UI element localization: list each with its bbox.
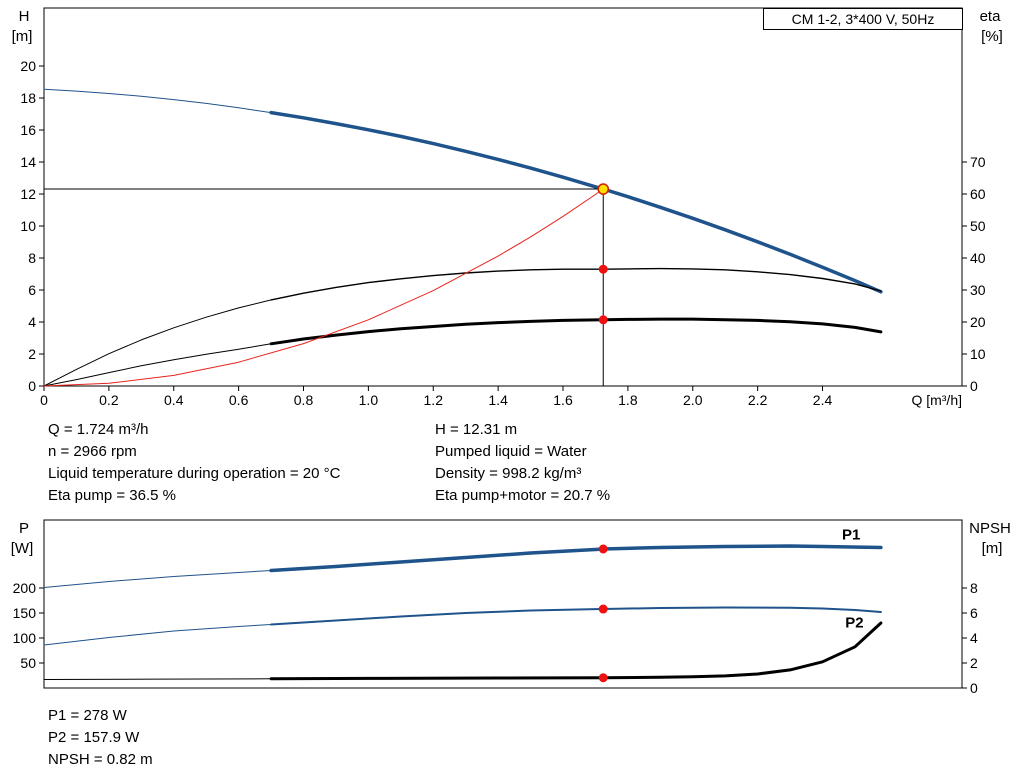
left-tick-label: 12 bbox=[20, 186, 36, 202]
operating-point-dot bbox=[598, 673, 608, 683]
x-tick-label: 1.6 bbox=[553, 392, 573, 408]
npsh-lead-curve bbox=[43, 678, 272, 680]
right-axis-title: NPSH bbox=[969, 520, 1011, 537]
right-tick-label: 30 bbox=[970, 282, 986, 298]
left-tick-label: 100 bbox=[13, 630, 37, 646]
left-tick-label: 0 bbox=[28, 378, 36, 394]
right-tick-label: 0 bbox=[970, 680, 978, 696]
duty-info-left-column: Q = 1.724 m³/h n = 2966 rpm Liquid tempe… bbox=[48, 419, 435, 507]
operating-point-dot bbox=[598, 604, 608, 614]
pumped-liquid-text: Pumped liquid = Water bbox=[435, 443, 587, 460]
right-tick-label: 60 bbox=[970, 186, 986, 202]
right-axis-title: eta bbox=[980, 8, 1002, 25]
left-tick-label: 150 bbox=[13, 605, 37, 621]
curve-label-p1: P1 bbox=[842, 527, 860, 544]
operating-point-dot bbox=[598, 315, 608, 325]
right-tick-label: 20 bbox=[970, 314, 986, 330]
right-tick-label: 70 bbox=[970, 154, 986, 170]
eta-pump-curve bbox=[270, 267, 882, 301]
x-tick-label: 0.6 bbox=[229, 392, 249, 408]
x-tick-label: 1.2 bbox=[424, 392, 444, 408]
npsh-value-text: NPSH = 0.82 m bbox=[48, 751, 153, 768]
power-info-block: P1 = 278 W P2 = 157.9 W NPSH = 0.82 m bbox=[48, 705, 153, 771]
power-npsh-chart-frame bbox=[43, 519, 963, 689]
left-tick-label: 6 bbox=[28, 282, 36, 298]
right-tick-label: 50 bbox=[970, 218, 986, 234]
duty-head-text: H = 12.31 m bbox=[435, 421, 518, 438]
x-tick-label: 0.8 bbox=[294, 392, 314, 408]
operating-point-dot bbox=[598, 544, 608, 554]
curve-label-p2: P2 bbox=[845, 615, 863, 632]
eta-pump-motor-lead-curve bbox=[43, 343, 272, 387]
x-tick-label: 2.0 bbox=[683, 392, 703, 408]
x-tick-label: 1.8 bbox=[618, 392, 638, 408]
right-tick-label: 0 bbox=[970, 378, 978, 394]
left-tick-label: 2 bbox=[28, 346, 36, 362]
left-axis-title: H bbox=[19, 8, 30, 25]
left-tick-label: 14 bbox=[20, 154, 36, 170]
p1-lead-curve bbox=[43, 570, 272, 588]
p2-lead-curve bbox=[43, 624, 272, 646]
duty-flow-text: Q = 1.724 m³/h bbox=[48, 421, 149, 438]
right-tick-label: 2 bbox=[970, 655, 978, 671]
left-tick-label: 16 bbox=[20, 122, 36, 138]
hq-curve-lead-curve bbox=[43, 88, 272, 114]
duty-info-block: Q = 1.724 m³/h n = 2966 rpm Liquid tempe… bbox=[48, 419, 978, 507]
x-tick-label: 0.4 bbox=[164, 392, 184, 408]
qh-eta-chart-frame bbox=[43, 7, 963, 387]
left-tick-label: 10 bbox=[20, 218, 36, 234]
left-tick-label: 18 bbox=[20, 90, 36, 106]
right-axis-unit: [m] bbox=[982, 540, 1003, 557]
x-tick-label: 0.2 bbox=[99, 392, 119, 408]
eta-pump-motor-text: Eta pump+motor = 20.7 % bbox=[435, 487, 611, 504]
x-tick-label: 1.0 bbox=[359, 392, 379, 408]
left-tick-label: 200 bbox=[13, 580, 37, 596]
right-axis-unit: [%] bbox=[981, 28, 1003, 45]
eta-pump-lead-curve bbox=[43, 299, 272, 387]
left-axis-unit: [m] bbox=[12, 28, 33, 45]
operating-point-dot bbox=[598, 264, 608, 274]
npsh-curve bbox=[269, 621, 883, 681]
left-tick-label: 20 bbox=[20, 58, 36, 74]
x-tick-label: 2.2 bbox=[748, 392, 768, 408]
density-text: Density = 998.2 kg/m³ bbox=[435, 465, 582, 482]
x-axis-label: Q [m³/h] bbox=[911, 392, 962, 408]
p2-value-text: P2 = 157.9 W bbox=[48, 729, 140, 746]
x-tick-label: 0 bbox=[40, 392, 48, 408]
left-tick-label: 50 bbox=[20, 655, 36, 671]
left-tick-label: 4 bbox=[28, 314, 36, 330]
right-tick-label: 6 bbox=[970, 605, 978, 621]
duty-point-marker[interactable] bbox=[597, 183, 609, 195]
right-tick-label: 4 bbox=[970, 630, 978, 646]
right-tick-label: 8 bbox=[970, 580, 978, 596]
duty-info-right-column: H = 12.31 m Pumped liquid = Water Densit… bbox=[435, 419, 978, 507]
left-tick-label: 8 bbox=[28, 250, 36, 266]
eta-pump-motor-curve bbox=[269, 317, 883, 346]
p2-curve bbox=[270, 606, 882, 626]
eta-pump-text: Eta pump = 36.5 % bbox=[48, 487, 176, 504]
right-tick-label: 40 bbox=[970, 250, 986, 266]
right-tick-label: 10 bbox=[970, 346, 986, 362]
duty-speed-text: n = 2966 rpm bbox=[48, 443, 137, 460]
liquid-temperature-text: Liquid temperature during operation = 20… bbox=[48, 465, 341, 482]
pump-model-badge: CM 1-2, 3*400 V, 50Hz bbox=[763, 8, 963, 30]
left-axis-unit: [W] bbox=[11, 540, 34, 557]
x-tick-label: 1.4 bbox=[488, 392, 508, 408]
p1-value-text: P1 = 278 W bbox=[48, 707, 127, 724]
hq-curve-curve bbox=[269, 110, 883, 294]
p1-curve bbox=[269, 544, 883, 573]
left-axis-title: P bbox=[19, 520, 29, 537]
system-curve-curve bbox=[43, 188, 604, 387]
x-tick-label: 2.4 bbox=[813, 392, 833, 408]
